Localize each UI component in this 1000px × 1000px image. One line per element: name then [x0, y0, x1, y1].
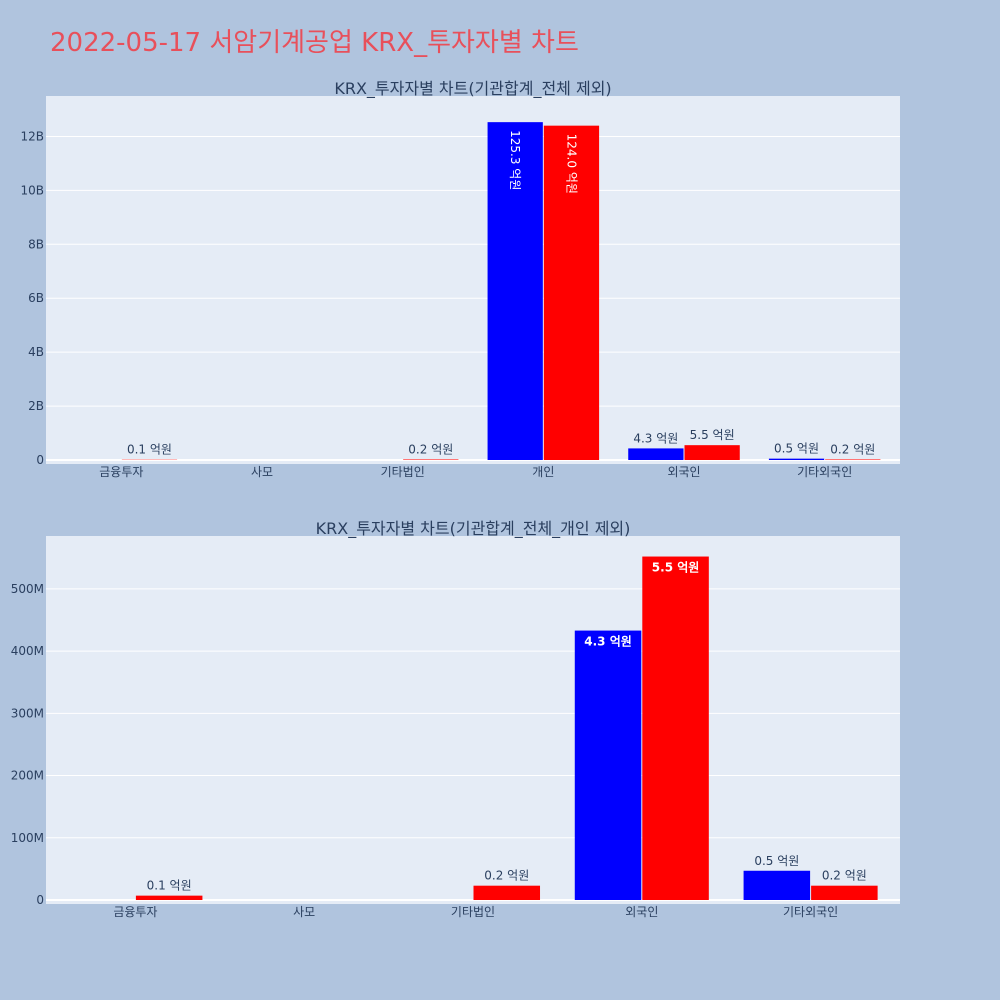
x-tick-label: 기타법인	[381, 465, 425, 479]
y-tick-label: 4B	[28, 345, 44, 359]
bar-a	[628, 448, 684, 460]
y-tick-label: 0	[36, 893, 44, 907]
chart-title: KRX_투자자별 차트(기관합계_전체_개인 제외)	[316, 519, 631, 539]
data-label: 124.0 억원	[564, 134, 578, 194]
data-label: 4.3 억원	[584, 635, 632, 649]
chart-all-investors: 0 2B 4B 6B 8B 10B 12B KRX_투자자별 차트(기관합계_전체 제외) 금융…	[20, 79, 900, 479]
y-tick-label: 12B	[20, 129, 44, 143]
data-label: 0.1 억원	[127, 443, 172, 457]
y-tick-label: 10B	[20, 183, 44, 197]
x-tick-label: 금융투자	[99, 465, 143, 479]
bar-a	[743, 870, 811, 900]
data-label: 0.2 억원	[484, 869, 529, 883]
plot-area	[46, 96, 900, 464]
bar-a	[574, 630, 642, 900]
bar-b	[811, 885, 878, 900]
bar-b	[825, 459, 881, 460]
data-label: 0.2 억원	[408, 442, 453, 456]
x-tick-label: 금융투자	[113, 905, 157, 919]
y-tick-label: 0	[36, 453, 44, 467]
x-tick-label: 외국인	[667, 465, 700, 479]
y-tick-label: 6B	[28, 291, 44, 305]
data-label: 4.3 억원	[633, 431, 678, 445]
page-title: 2022-05-17 서암기계공업 KRX_투자자별 차트	[50, 28, 579, 58]
data-label: 0.5 억원	[774, 442, 819, 456]
data-label: 5.5 억원	[690, 428, 735, 442]
chart-excluding-individuals: 0 100M 200M 300M 400M 500M KRX_투자자별 차트(기관합계_전체…	[11, 519, 900, 919]
data-label: 0.1 억원	[147, 879, 192, 893]
x-tick-label: 기타외국인	[783, 905, 838, 919]
x-tick-label: 사모	[293, 905, 315, 919]
bar-b	[684, 445, 740, 460]
bar-b	[403, 459, 459, 460]
bar-b	[473, 885, 541, 900]
y-tick-label: 300M	[11, 706, 44, 720]
y-tick-label: 400M	[11, 644, 44, 658]
x-tick-label: 기타법인	[451, 905, 495, 919]
y-tick-label: 200M	[11, 769, 44, 783]
data-label: 125.3 억원	[508, 130, 522, 190]
x-tick-label: 개인	[532, 465, 554, 479]
data-label: 0.2 억원	[822, 869, 867, 883]
y-tick-label: 2B	[28, 399, 44, 413]
data-label: 5.5 억원	[652, 561, 700, 575]
bar-b	[642, 556, 709, 900]
bar-a	[768, 458, 825, 460]
x-tick-label: 외국인	[625, 905, 658, 919]
y-tick-label: 8B	[28, 237, 44, 251]
data-label: 0.5 억원	[754, 854, 799, 868]
x-tick-label: 기타외국인	[797, 465, 852, 479]
y-tick-label: 100M	[11, 831, 44, 845]
bar-b	[135, 895, 203, 900]
plot-area	[46, 536, 900, 904]
bar-a	[487, 122, 543, 460]
bar-b	[543, 125, 600, 461]
chart-title: KRX_투자자별 차트(기관합계_전체 제외)	[334, 79, 611, 99]
y-tick-label: 500M	[11, 582, 44, 596]
x-tick-label: 사모	[251, 465, 273, 479]
data-label: 0.2 억원	[830, 442, 875, 456]
